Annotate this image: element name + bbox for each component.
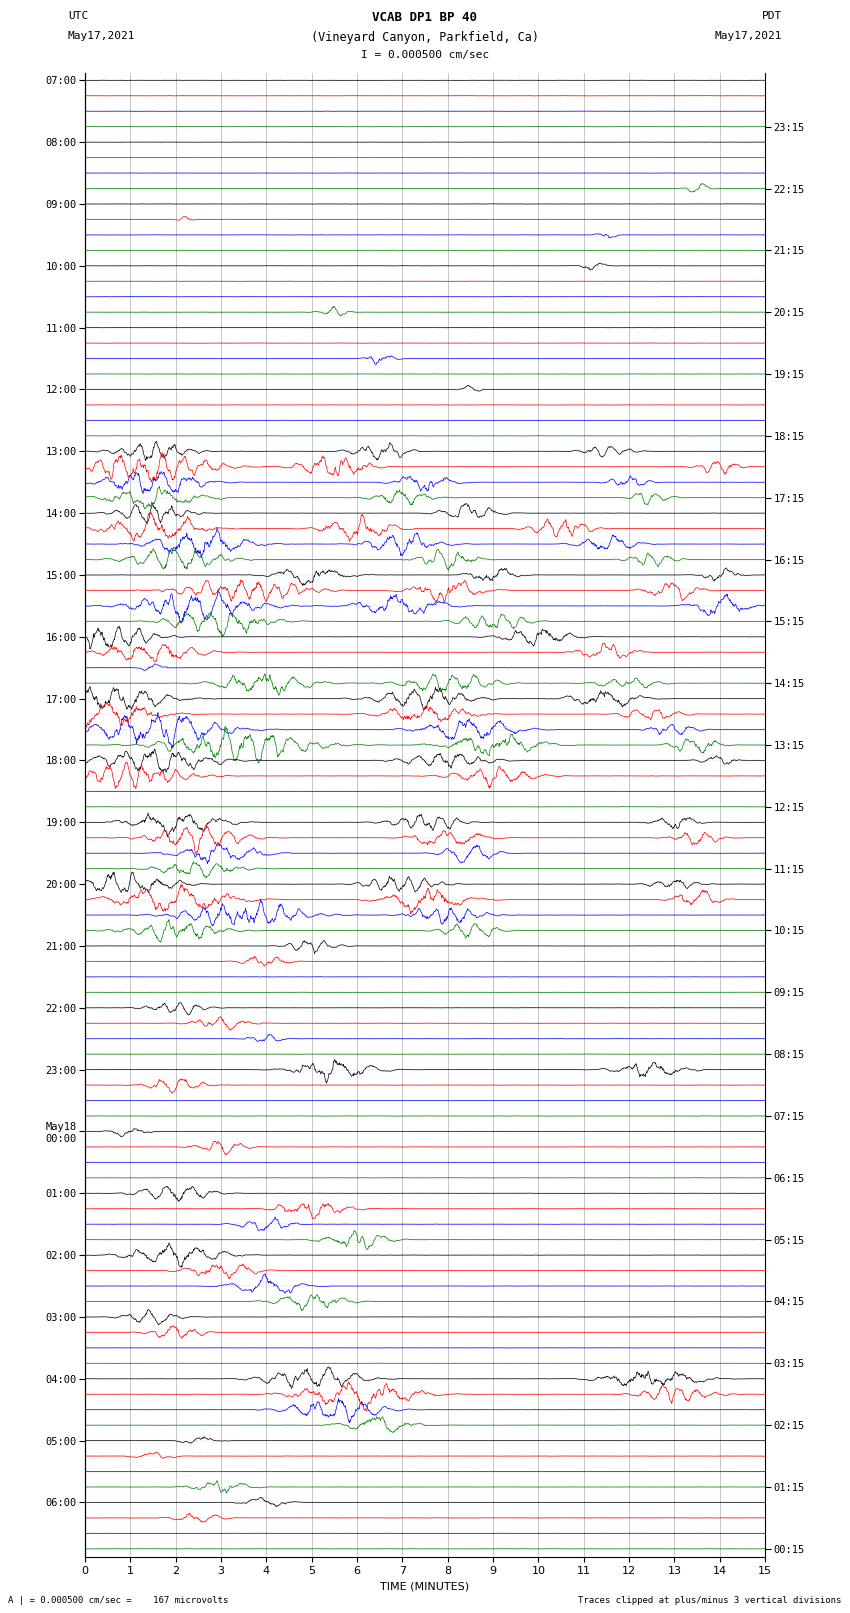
Text: May17,2021: May17,2021 [68,31,135,40]
Text: May17,2021: May17,2021 [715,31,782,40]
Text: I = 0.000500 cm/sec: I = 0.000500 cm/sec [361,50,489,60]
Text: PDT: PDT [762,11,782,21]
Text: (Vineyard Canyon, Parkfield, Ca): (Vineyard Canyon, Parkfield, Ca) [311,31,539,44]
Text: UTC: UTC [68,11,88,21]
Text: VCAB DP1 BP 40: VCAB DP1 BP 40 [372,11,478,24]
Text: Traces clipped at plus/minus 3 vertical divisions: Traces clipped at plus/minus 3 vertical … [578,1595,842,1605]
Text: A | = 0.000500 cm/sec =    167 microvolts: A | = 0.000500 cm/sec = 167 microvolts [8,1595,229,1605]
X-axis label: TIME (MINUTES): TIME (MINUTES) [381,1582,469,1592]
